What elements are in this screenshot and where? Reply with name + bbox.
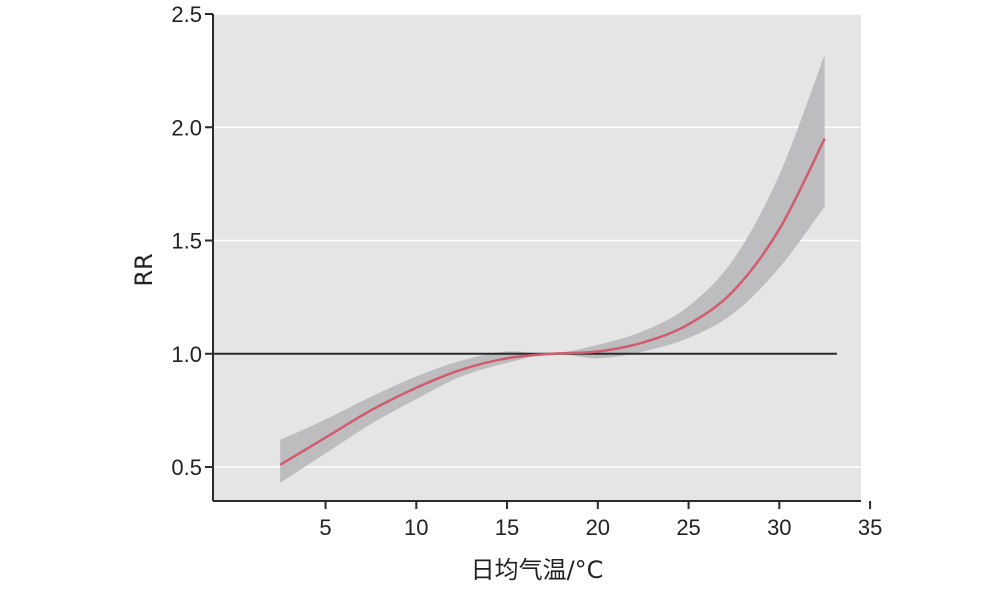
x-tick-label: 30 xyxy=(767,515,791,540)
confidence-band xyxy=(280,54,825,483)
x-tick-label: 35 xyxy=(858,515,882,540)
gridlines xyxy=(213,13,861,468)
x-tick-label: 5 xyxy=(319,515,331,540)
y-tick-label: 2.0 xyxy=(171,115,202,140)
y-tick-label: 2.5 xyxy=(171,2,202,27)
x-tick-label: 15 xyxy=(495,515,519,540)
y-axis-ticks: 0.5 1.0 1.5 2.0 2.5 xyxy=(171,2,213,480)
y-tick-label: 0.5 xyxy=(171,455,202,480)
x-tick-label: 25 xyxy=(676,515,700,540)
x-axis-label: 日均气温/°C xyxy=(471,556,604,584)
rr-curve xyxy=(279,138,826,466)
y-axis-label: RR xyxy=(130,253,158,286)
x-axis-ticks: 5 10 15 20 25 30 35 xyxy=(319,501,882,540)
x-tick-label: 20 xyxy=(586,515,610,540)
x-tick-label: 10 xyxy=(404,515,428,540)
y-tick-label: 1.5 xyxy=(171,229,202,254)
y-tick-label: 1.0 xyxy=(171,342,202,367)
axes xyxy=(212,14,861,502)
